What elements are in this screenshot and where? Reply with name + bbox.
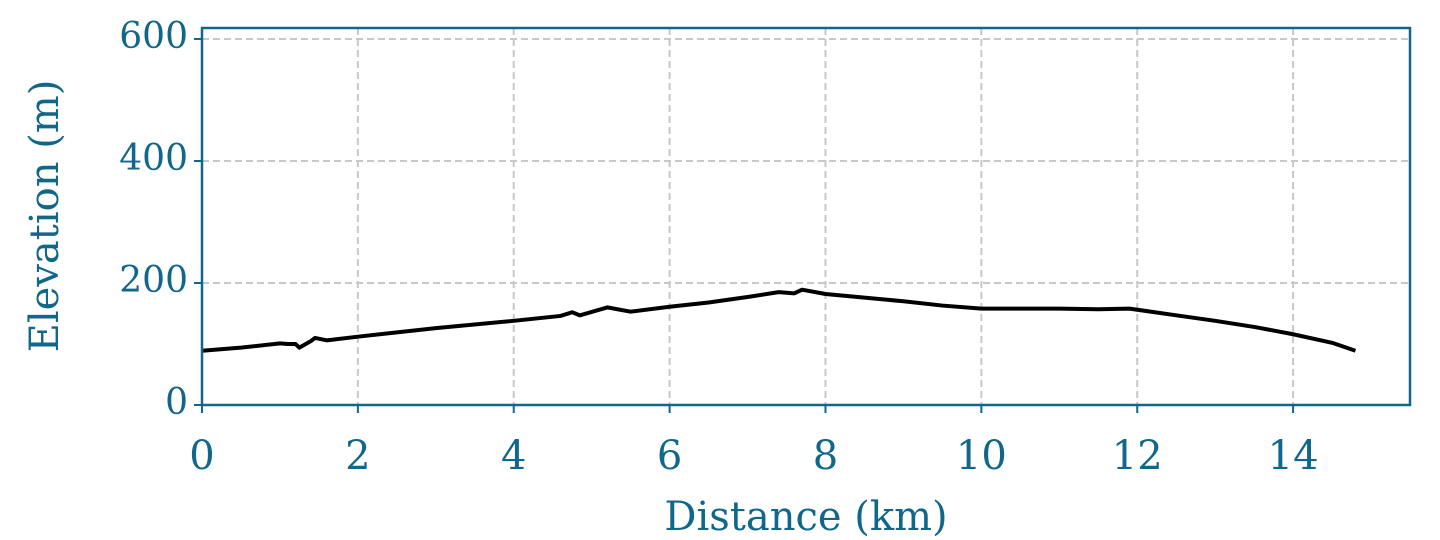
y-tick-label: 400 xyxy=(119,138,188,179)
y-axis-label: Elevation (m) xyxy=(22,80,68,353)
x-tick-label: 8 xyxy=(813,433,838,479)
x-tick-label: 2 xyxy=(345,433,370,479)
x-tick-label: 4 xyxy=(501,433,526,479)
x-axis-label: Distance (km) xyxy=(664,494,947,540)
plot-frame xyxy=(200,26,1412,407)
x-tick-label: 14 xyxy=(1268,433,1319,479)
x-tick-label: 10 xyxy=(956,433,1007,479)
y-tick-label: 0 xyxy=(165,382,188,423)
y-tick-label: 600 xyxy=(119,16,188,57)
x-tick-label: 12 xyxy=(1112,433,1163,479)
x-tick-label: 6 xyxy=(657,433,682,479)
x-tick-label: 0 xyxy=(189,433,214,479)
elevation-line xyxy=(201,287,1357,353)
y-tick-label: 200 xyxy=(119,260,188,301)
